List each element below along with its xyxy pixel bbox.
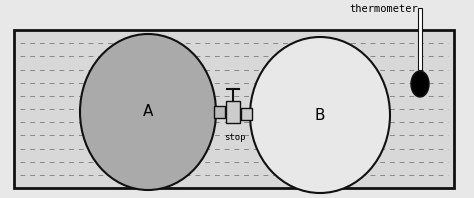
Bar (226, 101, 240, 123)
Ellipse shape (80, 34, 216, 190)
Text: B: B (315, 108, 325, 123)
Text: A: A (143, 105, 153, 120)
Ellipse shape (250, 37, 390, 193)
Ellipse shape (411, 71, 429, 97)
Bar (418, 8, 422, 70)
Text: stop: stop (224, 133, 246, 142)
Bar (14, 30, 454, 188)
Bar (241, 108, 252, 120)
Bar (214, 106, 225, 118)
Text: thermometer: thermometer (349, 4, 418, 14)
